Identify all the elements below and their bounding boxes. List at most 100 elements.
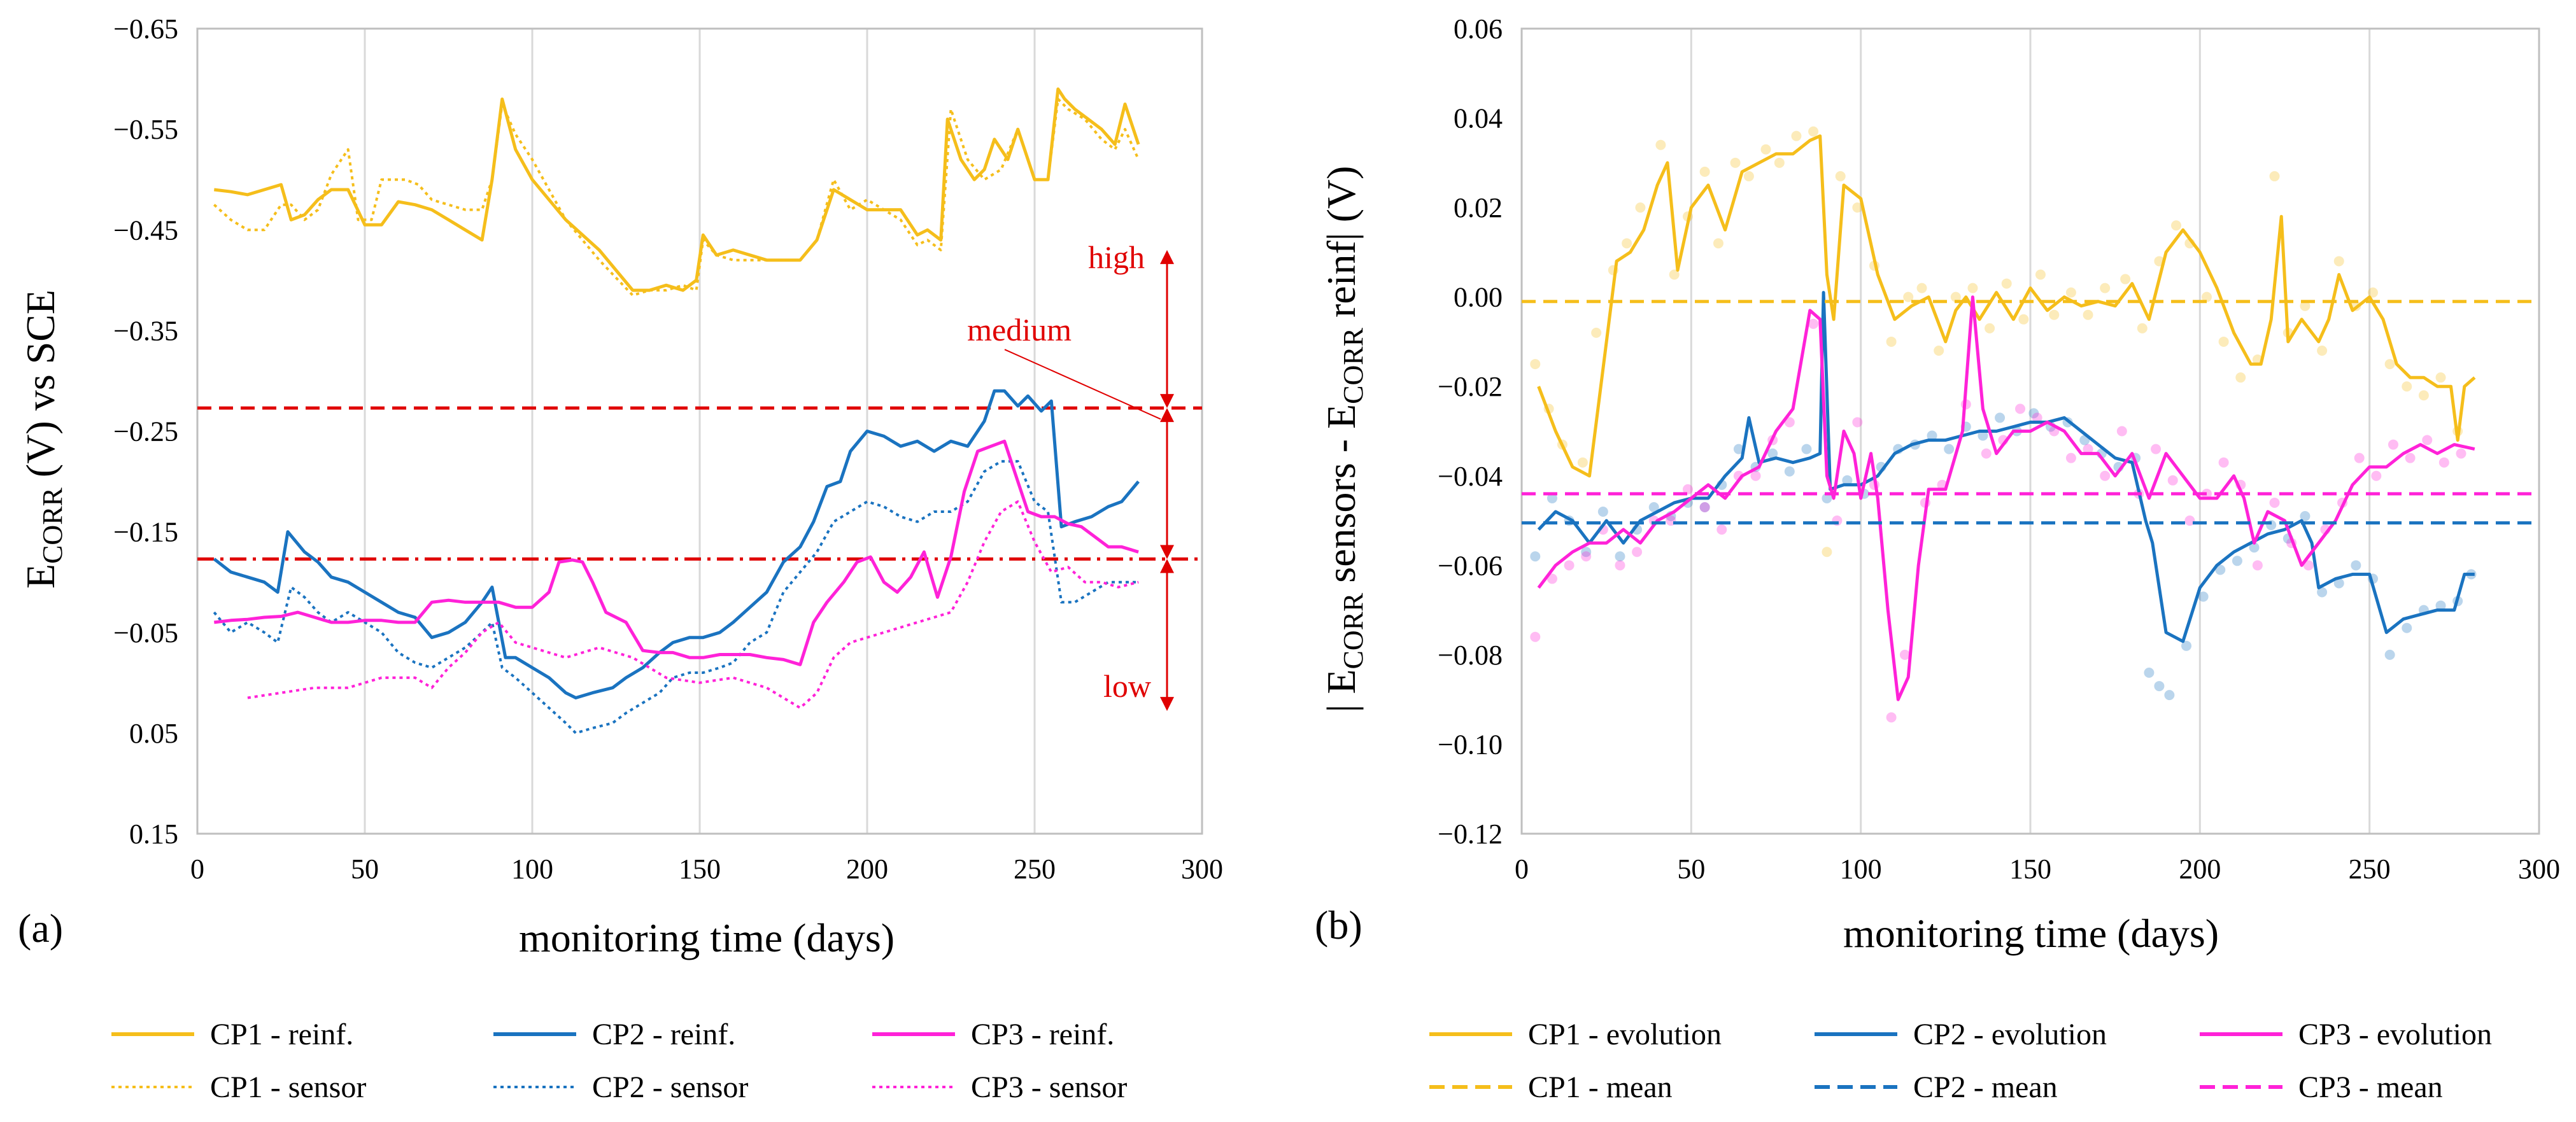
panel-b-legend-label-cp2-mean: CP2 - mean [1913,1070,2058,1104]
panel-b-point-cp2-points [1546,493,1557,503]
panel-b-point-cp1-points [1791,130,1802,141]
panel-a-label: (a) [18,906,63,951]
panel-b-point-cp3-points [1581,551,1592,562]
panel-b-point-cp2-points [1822,493,1832,503]
panel-b-point-cp2-points [1767,448,1778,459]
panel-a-zone-label-medium: medium [967,312,1072,347]
panel-a-x-tick-label: 50 [351,853,379,885]
panel-b-point-cp1-points [1886,336,1897,347]
panel-b-y-tick-label: −0.06 [1438,550,1503,581]
panel-b-point-cp2-points [2198,591,2209,602]
panel-b-point-cp1-points [2049,309,2060,320]
panel-a-y-tick-label: −0.45 [113,214,178,246]
panel-b-point-cp1-points [2001,278,2012,289]
panel-a-thresholds [197,406,1202,561]
panel-a-plot-frame [196,27,1203,835]
panel-b-point-cp1-points [1822,547,1832,557]
panel-b-point-cp3-points [1530,631,1541,642]
panel-b-point-cp1-points [1950,291,1961,302]
panel-a-legend: CP1 - reinf. CP2 - reinf. CP3 - reinf. CP1 … [111,1018,1127,1104]
panel-b-scatter [1530,126,2477,723]
panel-b-point-cp3-points [1615,560,1625,571]
panel-b-point-cp3-points [2388,439,2398,450]
panel-a-zone-arrowhead-low [1160,559,1174,573]
panel-b-point-cp1-points [1760,144,1771,155]
panel-b-point-cp3-points [1886,712,1897,723]
panel-a-x-ticks: 0 50 100 150 200 250 300 [190,853,1223,885]
panel-b-point-cp1-points [1985,323,1995,333]
panel-a-y-tick-label: −0.55 [113,114,178,145]
panel-b-legend: CP1 - evolution CP2 - evolution CP3 - evol… [1429,1018,2492,1104]
panel-b-y-ticks: 0.06 0.04 0.02 0.00 −0.02 −0.04 −0.06 −0.08 −0.1… [1438,13,1503,850]
panel-b-point-cp1-points [1577,457,1588,468]
panel-b-point-cp2-points [2154,681,2165,692]
panel-b-point-cp1-points [2120,274,2131,284]
panel-b-point-cp3-points [2422,435,2433,445]
panel-b-point-cp1-points [2235,372,2246,383]
panel-b-point-cp2-points [2351,560,2361,571]
panel-b-legend-label-cp3-mean: CP3 - mean [2298,1070,2443,1104]
panel-b-point-cp1-points [1699,166,1710,177]
panel-b-point-cp3-points [2167,475,2178,486]
panel-b-x-tick-label: 150 [2009,853,2051,885]
panel-b-series [1522,134,2539,701]
panel-b-point-cp3-points [1546,573,1557,584]
panel-b-point-cp3-points [1784,417,1795,428]
panel-b-plot-frame [1520,27,2540,835]
panel-b-point-cp1-points [1916,283,1927,293]
panel-a-zone-leader-medium [1004,349,1161,420]
panel-b-point-cp2-points [1978,430,1988,441]
panel-a-y-tick-label: −0.65 [113,13,178,45]
panel-b-point-cp3-points [2116,426,2127,437]
panel-b-point-cp2-points [1944,444,1955,454]
panel-b-point-cp1-points [2018,314,2029,325]
panel-a-zone-arrowhead-low [1160,697,1174,712]
panel-b-point-cp2-points [2402,622,2412,633]
panel-a-legend-label-cp1-sensor: CP1 - sensor [210,1070,366,1104]
panel-b-point-cp3-points [1564,560,1575,571]
panel-b-y-tick-label: 0.00 [1454,282,1503,313]
panel-b-point-cp3-points [2371,470,2382,481]
panel-b-series-cp2-evolution [1537,291,2475,643]
panel-b-point-cp2-points [1995,412,2006,423]
panel-b-point-cp2-points [1699,501,1710,512]
panel-b-point-cp1-points [2065,287,2076,298]
panel-b-point-cp1-points [1622,238,1632,249]
panel-b-x-tick-label: 300 [2518,853,2560,885]
panel-b-point-cp2-points [2144,668,2155,678]
panel-a-x-axis-label: monitoring time (days) [519,915,895,960]
panel-b-legend-label-cp3-evolution: CP3 - evolution [2298,1018,2492,1051]
panel-b-point-cp3-points [2354,452,2365,463]
panel-b-point-cp3-points [2032,412,2042,423]
panel-b-point-cp2-points [1733,444,1744,454]
panel-b-point-cp1-points [2317,346,2328,356]
panel-b-point-cp1-points [1591,327,1602,338]
panel-b-point-cp1-points [1635,202,1646,213]
panel-b-y-tick-label: −0.08 [1438,640,1503,671]
panel-b-y-tick-label: −0.02 [1438,371,1503,402]
panel-b-point-cp1-points [2171,220,2182,231]
panel-a-y-tick-label: −0.25 [113,416,178,447]
panel-b-point-cp3-points [1632,547,1643,557]
panel-b-point-cp1-points [2137,323,2148,333]
panel-b-x-axis-label: monitoring time (days) [1843,911,2219,956]
panel-a-y-tick-label: −0.35 [113,315,178,346]
panel-b-point-cp1-points [2384,359,2395,370]
panel-a-zone-label-low: low [1103,668,1151,704]
panel-a-y-tick-label: 0.15 [129,818,178,850]
panel-a-zone-label-high: high [1088,239,1145,275]
panel-b-point-cp1-points [1730,157,1741,168]
panel-b-y-tick-label: 0.04 [1454,103,1503,134]
panel-b-x-tick-label: 0 [1515,853,1529,885]
panel-b-y-tick-label: 0.02 [1454,192,1503,223]
panel-a-legend-label-cp3-sensor: CP3 - sensor [971,1070,1127,1104]
panel-b-point-cp1-points [1903,291,1914,302]
panel-b-x-tick-label: 100 [1840,853,1882,885]
panel-b-y-tick-label: −0.12 [1438,818,1503,850]
panel-b-point-cp3-points [1683,484,1694,494]
panel-a-series-cp2-reinf [213,389,1140,699]
panel-b-point-cp1-points [2035,269,2046,280]
panel-a-series-cp2-sensor [213,459,1139,734]
panel-b-point-cp2-points [2232,556,2242,566]
